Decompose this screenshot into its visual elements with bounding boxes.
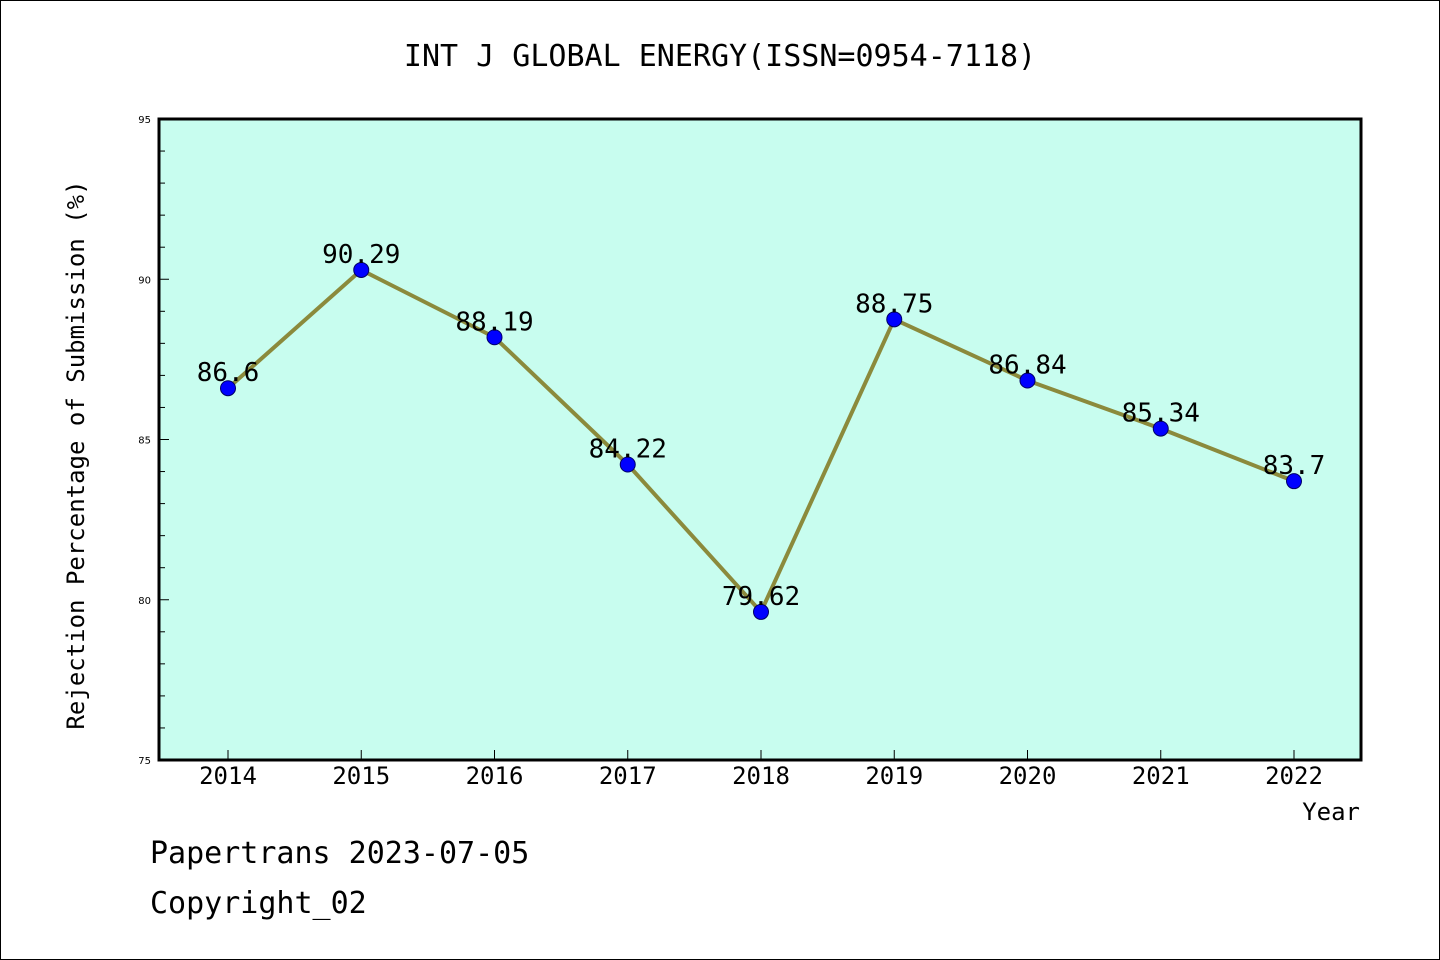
x-tick-label: 2019 — [865, 762, 923, 790]
x-tick-label: 2018 — [732, 762, 790, 790]
data-point — [486, 329, 503, 346]
data-label: 86.6 — [197, 358, 260, 388]
y-tick-label: 80 — [138, 596, 151, 607]
plot-area — [157, 117, 1363, 762]
y-tick-label: 90 — [138, 275, 151, 286]
data-point — [1286, 473, 1302, 490]
x-tick-label: 2014 — [199, 762, 257, 790]
y-axis: 75 80 85 90 95 — [138, 115, 169, 767]
x-tick-label: 2021 — [1132, 762, 1190, 790]
y-tick-label: 75 — [138, 756, 151, 767]
data-point — [1019, 372, 1036, 389]
x-axis-label: Year — [1302, 798, 1360, 826]
y-tick-label: 95 — [138, 115, 151, 126]
data-point — [619, 456, 636, 473]
data-label: 86.84 — [988, 351, 1066, 381]
series-markers — [220, 261, 1302, 620]
chart-title: INT J GLOBAL ENERGY(ISSN=0954-7118) — [404, 39, 1036, 74]
y-tick-label: 85 — [138, 436, 151, 447]
data-point — [753, 603, 769, 620]
x-tick-label: 2016 — [466, 762, 524, 790]
x-tick-label: 2020 — [999, 762, 1057, 790]
data-label: 88.19 — [455, 307, 533, 337]
x-tick-label: 2015 — [332, 762, 390, 790]
data-label: 90.29 — [322, 240, 400, 270]
data-labels: 86.6 90.29 88.19 84.22 79.62 88.75 86.84 85.34 8… — [197, 240, 1326, 612]
data-label: 85.34 — [1122, 399, 1200, 429]
footer-source-date: Papertrans 2023-07-05 — [150, 836, 530, 871]
data-point — [886, 311, 903, 328]
data-point — [220, 380, 236, 397]
data-label: 88.75 — [855, 289, 933, 319]
x-tick-label: 2017 — [599, 762, 657, 790]
data-label: 83.7 — [1263, 451, 1326, 481]
x-tick-label: 2022 — [1265, 762, 1323, 790]
y-axis-label: Rejection Percentage of Submission (%) — [62, 180, 90, 729]
x-axis: 2014 2015 2016 2017 2018 2019 2020 2021 2022 — [199, 750, 1323, 790]
footer-copyright: Copyright_02 — [150, 886, 367, 921]
data-point — [1152, 420, 1169, 437]
data-point — [353, 261, 370, 278]
data-label: 79.62 — [722, 582, 800, 612]
data-label: 84.22 — [589, 434, 667, 464]
